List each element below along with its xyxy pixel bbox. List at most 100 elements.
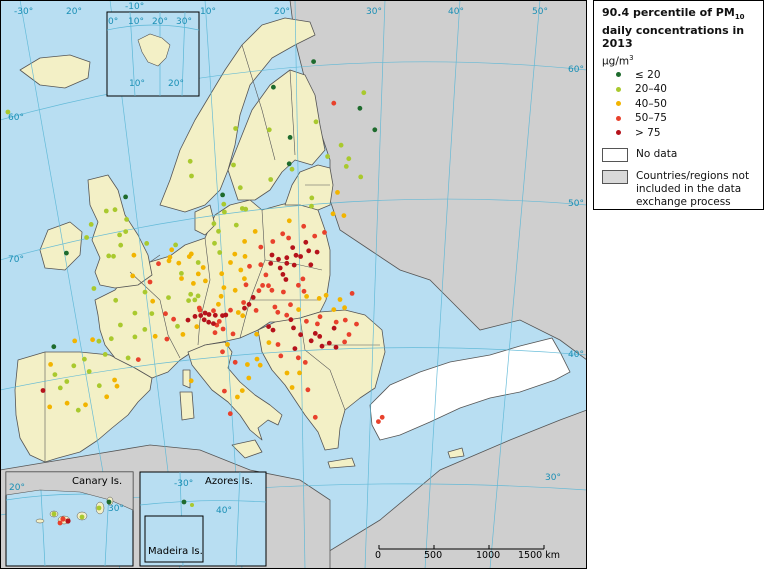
station-dot: [296, 307, 301, 312]
station-dot: [156, 261, 161, 267]
station-dot: [254, 356, 260, 362]
station-dot: [173, 242, 179, 248]
station-dot: [219, 271, 225, 277]
station-dot: [349, 291, 355, 296]
grat-label: 60°: [8, 113, 24, 123]
station-dot: [152, 333, 158, 339]
station-dot: [84, 235, 89, 240]
station-dot: [82, 356, 87, 362]
station-dot: [131, 252, 137, 258]
station-dot: [343, 164, 349, 169]
station-dot: [188, 291, 194, 297]
legend-classes: ≤ 20 20–40 40–50 50–75 > 75: [602, 68, 755, 141]
station-dot: [372, 127, 378, 133]
station-dot: [293, 252, 299, 258]
station-dot: [192, 314, 198, 319]
station-dot: [124, 217, 129, 222]
legend-dot: [616, 101, 621, 107]
station-dot: [200, 265, 206, 270]
station-dot: [175, 323, 180, 329]
station-dot: [291, 262, 297, 268]
station-dot: [291, 325, 296, 331]
station-dot: [242, 239, 248, 244]
svalbard-label: 20°: [168, 79, 184, 89]
station-dot: [245, 362, 250, 367]
station-dot: [330, 211, 336, 217]
scalebar: 0 500 1000 1500 km: [375, 545, 560, 561]
station-dot: [188, 251, 194, 257]
station-dot: [254, 331, 259, 337]
station-dot: [341, 213, 347, 219]
station-dot: [202, 310, 208, 316]
station-dot: [346, 332, 352, 337]
madeira-title: Madeira Is.: [148, 546, 203, 557]
station-dot: [284, 255, 290, 261]
station-dot: [376, 419, 381, 424]
station-dot: [263, 272, 269, 278]
station-dot: [123, 194, 128, 200]
station-dot: [185, 317, 191, 323]
grat-label: 40°: [448, 7, 464, 17]
inset-azores: Azores Is. -30° 40° Madeira Is.: [139, 471, 267, 567]
grat-label: 30°: [545, 473, 561, 483]
station-dot: [284, 260, 290, 266]
station-dot: [216, 319, 222, 324]
station-dot: [290, 245, 296, 251]
station-dot: [311, 59, 316, 64]
station-dot: [331, 325, 337, 331]
station-dot: [212, 240, 217, 246]
station-dot: [240, 313, 246, 319]
station-dot: [47, 404, 53, 410]
legend: 90.4 percentile of PM10 daily concentrat…: [593, 0, 764, 210]
station-dot: [216, 228, 221, 234]
station-dot: [113, 297, 119, 303]
station-dot: [232, 287, 238, 293]
grat-label: 70°: [8, 255, 24, 265]
station-dot: [284, 312, 290, 318]
station-dot: [147, 279, 153, 285]
station-dot: [241, 300, 247, 305]
station-dot: [289, 385, 295, 390]
station-dot: [132, 310, 138, 316]
station-dot: [191, 281, 196, 286]
station-dot: [280, 231, 286, 237]
station-dot: [333, 344, 339, 350]
station-dot: [271, 84, 276, 90]
station-dot: [150, 298, 156, 304]
station-dot: [75, 407, 81, 413]
grat-label: 50°: [532, 7, 548, 17]
station-dot: [269, 252, 275, 258]
station-dot: [270, 239, 276, 244]
station-dot: [179, 276, 184, 281]
station-dot: [298, 254, 303, 259]
land-ireland: [39, 221, 83, 271]
station-dot: [278, 353, 284, 359]
land-sardinia: [179, 391, 195, 421]
station-dot: [231, 162, 236, 168]
station-dot: [250, 295, 256, 300]
station-dot: [246, 302, 252, 307]
station-dot: [281, 289, 286, 295]
station-dot: [167, 254, 173, 260]
station-dot: [166, 258, 172, 264]
station-dot: [142, 289, 148, 295]
station-dot: [238, 267, 244, 273]
station-dot: [233, 126, 239, 131]
station-dot: [331, 100, 337, 106]
legend-class: 40–50: [602, 97, 755, 112]
land-baltics: [284, 164, 334, 211]
station-dot: [108, 336, 114, 342]
scalebar-tick: 1000: [476, 550, 500, 561]
grat-label: 10°: [200, 7, 216, 17]
land-central: [94, 199, 331, 379]
station-dot: [223, 312, 229, 318]
station-dot: [256, 288, 262, 294]
svalbard-label: 0°: [108, 17, 118, 27]
station-dot: [302, 360, 308, 365]
svalbard-label: 30°: [176, 17, 192, 27]
station-dot: [114, 383, 120, 389]
station-dot: [211, 308, 216, 314]
station-dot: [130, 273, 136, 279]
station-dot: [48, 362, 53, 367]
station-dot: [132, 334, 138, 340]
